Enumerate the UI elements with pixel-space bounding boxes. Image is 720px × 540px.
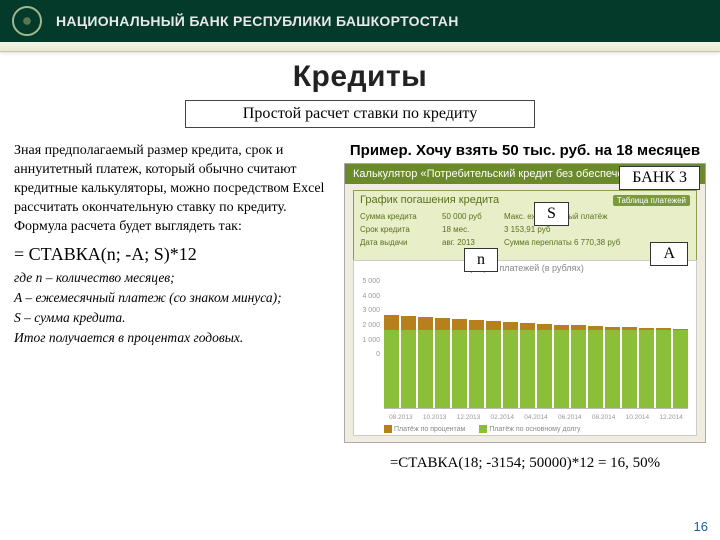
legend-a: A – ежемесячный платеж (со знаком минуса… [14, 289, 334, 307]
slide-subtitle: Простой расчет ставки по кредиту [185, 100, 535, 128]
example-title: Пример. Хочу взять 50 тыс. руб. на 18 ме… [344, 142, 706, 159]
slide-title: Кредиты [0, 60, 720, 94]
left-column: Зная предполагаемый размер кредита, срок… [14, 142, 334, 472]
bank-logo-icon [12, 6, 42, 36]
a-callout: A [650, 242, 688, 266]
legend-principal: Платёж по основному долгу [479, 425, 580, 433]
formula-text: = СТАВКА(n; -A; S)*12 [14, 242, 334, 266]
table-tab-button[interactable]: Таблица платежей [613, 195, 690, 206]
n-callout: n [464, 248, 498, 272]
page-number: 16 [694, 519, 708, 534]
chart-title: График платежей (в рублях) [354, 263, 696, 273]
lbl-term: Срок кредита [360, 224, 417, 237]
legend-interest: Платёж по процентам [384, 425, 465, 433]
val-term: 18 мес. [442, 224, 482, 237]
header-title: НАЦИОНАЛЬНЫЙ БАНК РЕСПУБЛИКИ БАШКОРТОСТА… [56, 13, 459, 29]
ribbon-divider [0, 42, 720, 52]
right-column: Пример. Хочу взять 50 тыс. руб. на 18 ме… [344, 142, 706, 472]
chart-area: График платежей (в рублях) 5 0004 0003 0… [353, 260, 697, 436]
val-sum: 50 000 руб [442, 211, 482, 224]
graf-left-vals: 50 000 руб 18 мес. авг. 2013 [442, 211, 482, 249]
bank3-callout: БАНК 3 [619, 166, 700, 190]
lbl-date: Дата выдачи [360, 237, 417, 250]
intro-paragraph: Зная предполагаемый размер кредита, срок… [14, 142, 334, 236]
bars-container [384, 275, 688, 409]
s-callout: S [534, 202, 569, 226]
chart-legend: Платёж по процентам Платёж по основному … [384, 425, 580, 433]
x-axis-labels: 08.201310.201312.201302.201404.201406.20… [384, 414, 688, 421]
legend-n: где n – количество месяцев; [14, 269, 334, 287]
calculator-screenshot: Калькулятор «Потребительский кредит без … [344, 163, 706, 443]
lbl-overpay: Сумма переплаты 6 770,38 руб [504, 237, 620, 250]
legend-result: Итог получается в процентах годовых. [14, 329, 334, 347]
lbl-sum: Сумма кредита [360, 211, 417, 224]
result-formula: =СТАВКА(18; -3154; 50000)*12 = 16, 50% [344, 455, 706, 472]
content-area: Зная предполагаемый размер кредита, срок… [0, 142, 720, 472]
legend-s: S – сумма кредита. [14, 309, 334, 327]
y-axis-labels: 5 0004 0003 0002 0001 0000 [358, 275, 380, 363]
graf-left-labels: Сумма кредита Срок кредита Дата выдачи [360, 211, 417, 249]
graf-box: График погашения кредита Таблица платеже… [353, 190, 697, 268]
header-bar: НАЦИОНАЛЬНЫЙ БАНК РЕСПУБЛИКИ БАШКОРТОСТА… [0, 0, 720, 42]
